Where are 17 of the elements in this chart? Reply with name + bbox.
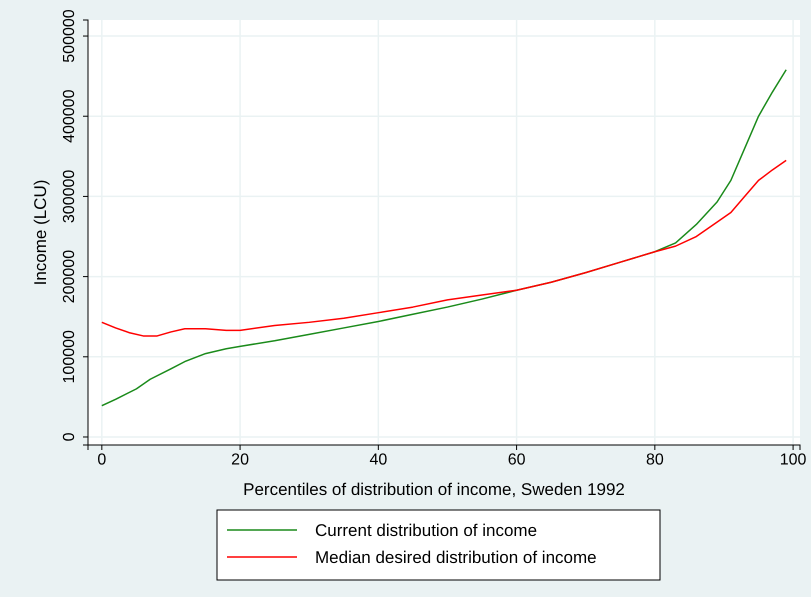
y-tick-label: 0 — [61, 432, 78, 442]
y-tick-label: 300000 — [61, 170, 78, 224]
x-axis-title: Percentiles of distribution of income, Sweden 1992 — [243, 480, 625, 499]
x-tick-label: 80 — [646, 451, 664, 468]
x-tick-label: 40 — [369, 451, 388, 468]
y-tick-label: 400000 — [61, 89, 78, 143]
x-tick-label: 60 — [508, 451, 526, 468]
y-tick-label: 100000 — [61, 330, 78, 384]
legend-label: Median desired distribution of income — [315, 548, 597, 567]
y-tick-label: 200000 — [61, 250, 78, 304]
line-series — [101, 160, 787, 337]
legend-label: Current distribution of income — [315, 521, 538, 540]
x-tick-label: 100 — [780, 451, 807, 468]
x-tick-label: 0 — [97, 451, 106, 468]
y-tick-label: 500000 — [61, 9, 78, 63]
x-tick-label: 20 — [231, 451, 250, 468]
y-axis-title: Income (LCU) — [31, 180, 50, 286]
